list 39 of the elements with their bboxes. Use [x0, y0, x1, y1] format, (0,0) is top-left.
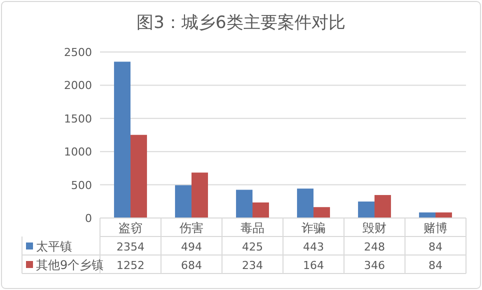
- x-tick-label: 诈骗: [302, 221, 326, 235]
- data-label: 1252: [116, 259, 144, 272]
- data-label: 425: [242, 240, 263, 254]
- x-tick-label: 伤害: [180, 221, 204, 235]
- data-label: 346: [364, 259, 385, 272]
- x-tick-label: 毁财: [362, 221, 386, 235]
- data-label: 684: [181, 259, 202, 272]
- data-label: 84: [428, 240, 442, 254]
- bar: [114, 62, 130, 218]
- bar: [314, 207, 330, 218]
- data-label: 2354: [116, 240, 144, 254]
- x-tick-label: 赌博: [424, 221, 448, 235]
- bar: [130, 134, 147, 218]
- data-label: 494: [181, 240, 202, 254]
- bar: [297, 188, 314, 218]
- data-label: 443: [303, 240, 324, 254]
- y-tick-label: 2500: [64, 46, 92, 59]
- y-tick-label: 0: [85, 212, 92, 225]
- y-tick-label: 1500: [64, 112, 92, 126]
- bar: [175, 185, 192, 218]
- legend-label: 太平镇: [36, 240, 72, 254]
- y-tick-label: 2000: [64, 79, 92, 92]
- y-tick-label: 1000: [64, 146, 92, 159]
- data-label: 84: [428, 259, 442, 272]
- bar: [252, 202, 269, 218]
- data-label: 234: [242, 259, 263, 272]
- bar: [358, 202, 374, 218]
- y-tick-label: 500: [71, 178, 92, 192]
- data-label: 164: [303, 259, 324, 272]
- data-label: 248: [364, 240, 385, 254]
- x-tick-label: 盗窃: [118, 221, 142, 235]
- bar: [236, 190, 252, 218]
- chart-title: 图3：城乡6类主要案件对比: [136, 13, 346, 33]
- legend-label: 其他9个乡镇: [36, 258, 104, 272]
- bar: [374, 195, 391, 218]
- bar: [436, 212, 452, 218]
- bar: [419, 212, 436, 218]
- x-tick-label: 毒品: [240, 221, 264, 235]
- bar: [192, 172, 208, 218]
